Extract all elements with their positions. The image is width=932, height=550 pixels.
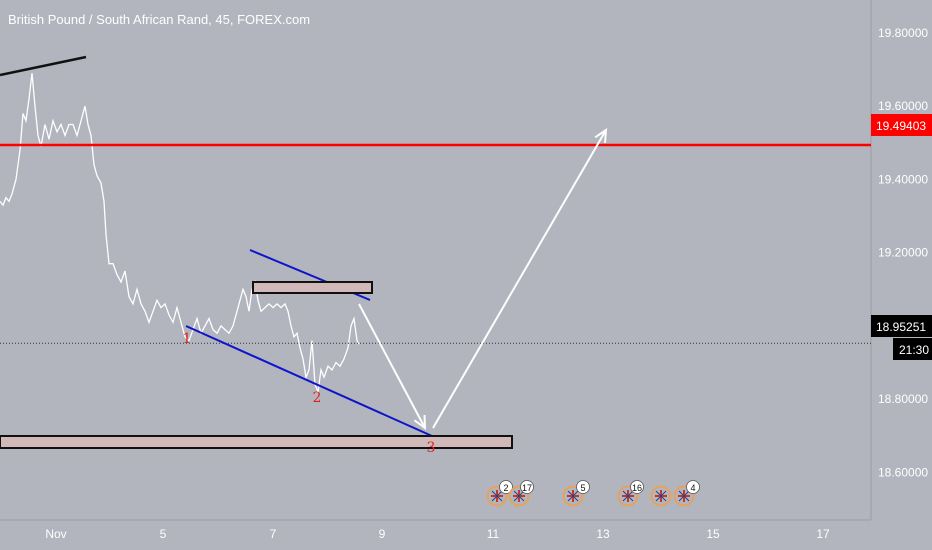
event-count-badge: [630, 480, 644, 494]
down-arrow[interactable]: [358, 303, 427, 431]
down-arrow-head: [413, 414, 427, 431]
time-axis[interactable]: Nov 5 7 9 11 13 15 17: [45, 527, 830, 541]
time-tick-label: 11: [487, 527, 500, 541]
event-flag-icon[interactable]: 17: [508, 480, 534, 507]
down-arrow-shaft: [358, 303, 426, 429]
time-tick-label: 9: [379, 527, 386, 541]
event-count-label: 17: [522, 483, 532, 493]
event-flag-icon[interactable]: [650, 485, 672, 507]
event-count-label: 4: [690, 483, 695, 493]
up-arrow[interactable]: [432, 128, 608, 429]
flag-diag-b: [491, 490, 503, 502]
event-count-label: 5: [580, 483, 585, 493]
price-series: [0, 73, 360, 395]
time-tick-label: 13: [596, 527, 610, 541]
time-tick-label: 5: [160, 527, 167, 541]
resistance-tag-bg: [871, 114, 932, 136]
event-flag-icon[interactable]: 2: [486, 480, 513, 507]
price-tick-label: 19.40000: [878, 172, 928, 186]
price-tick-label: 19.60000: [878, 99, 928, 113]
price-tick-label: 18.80000: [878, 392, 928, 406]
flag-diag-b: [513, 490, 525, 502]
price-tick-label: 19.80000: [878, 26, 928, 40]
resistance-tag-label: 19.49403: [876, 119, 926, 133]
last-price-bg: [871, 315, 932, 337]
wave-label: 2: [313, 390, 322, 406]
price-tick-label: 19.20000: [878, 246, 928, 260]
event-count-badge: [499, 480, 513, 494]
economic-events[interactable]: 2 17 5 16 4: [486, 480, 700, 507]
flag-diag-b: [567, 490, 579, 502]
event-flag-icon[interactable]: 4: [673, 480, 700, 507]
drawings-layer[interactable]: 1 2 3: [0, 55, 871, 456]
countdown-label: 21:30: [899, 343, 929, 357]
up-arrow-shaft: [432, 129, 607, 429]
chart-title: British Pound / South African Rand, 45, …: [8, 12, 311, 27]
flag-diag-b: [622, 490, 634, 502]
time-tick-label: 17: [816, 527, 830, 541]
event-flag-icon[interactable]: 5: [562, 480, 590, 507]
flag-diag-b: [678, 490, 690, 502]
resistance-price-tag: 19.49403: [871, 114, 932, 136]
support-zone[interactable]: [0, 435, 513, 449]
flag-diag-b: [655, 490, 667, 502]
event-count-label: 16: [632, 483, 642, 493]
price-tick-label: 18.60000: [878, 465, 928, 479]
time-tick-label: Nov: [45, 527, 66, 541]
event-count-label: 2: [503, 483, 508, 493]
countdown-bg: [893, 338, 932, 360]
last-price-label: 18.95251: [876, 320, 926, 334]
event-count-badge: [686, 480, 700, 494]
event-flag-icon[interactable]: 16: [617, 480, 644, 507]
top-trend-line[interactable]: [0, 55, 87, 77]
up-arrow-head: [594, 128, 608, 144]
resistance-zone[interactable]: [252, 281, 373, 294]
channel-lower-line[interactable]: [185, 325, 433, 437]
last-price-tag: 18.95251 21:30: [871, 315, 932, 360]
event-count-badge: [520, 480, 534, 494]
wave-label: 3: [427, 440, 436, 456]
wave-label: 1: [183, 331, 192, 347]
event-count-badge: [576, 480, 590, 494]
time-tick-label: 15: [706, 527, 720, 541]
time-tick-label: 7: [270, 527, 277, 541]
